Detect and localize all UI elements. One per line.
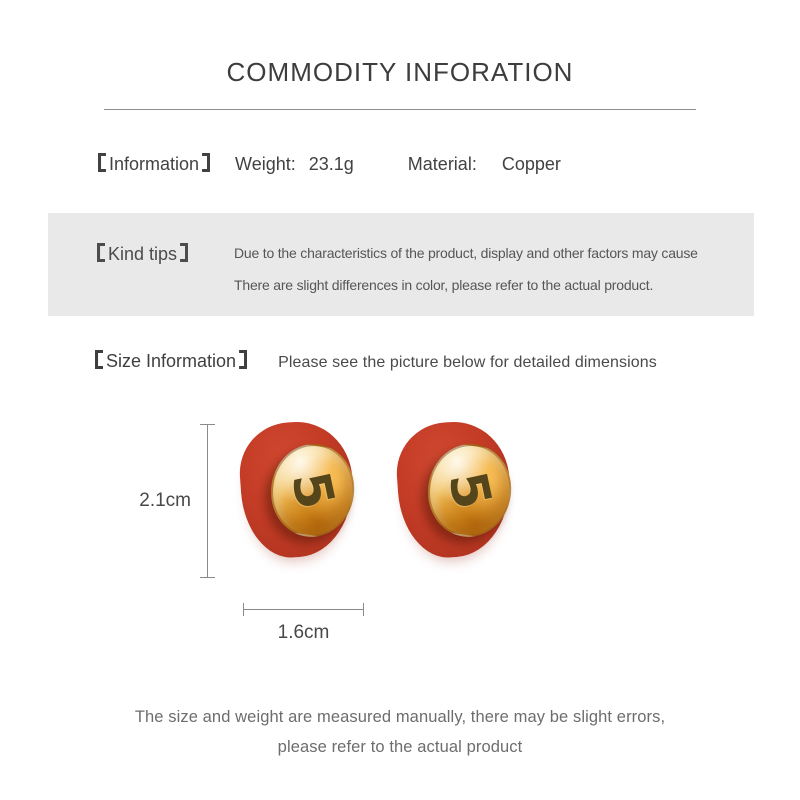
earring-red-body: 5 (236, 418, 361, 561)
earring-numeral: 5 (436, 466, 503, 515)
dimension-line (207, 424, 208, 578)
width-dimension-line (243, 603, 364, 616)
earring-left-image: 5 (236, 418, 361, 561)
kind-tips-label: Kind tips (94, 243, 191, 265)
width-dimension-label: 1.6cm (277, 622, 330, 643)
right-lenticular-bracket-icon (239, 350, 248, 369)
right-lenticular-bracket-icon (180, 243, 189, 262)
weight-value: 23.1g (308, 153, 354, 174)
footer-line-2: please refer to the actual product (277, 738, 523, 756)
footer-line-1: The size and weight are measured manuall… (134, 708, 666, 726)
kind-tips-line-1: Due to the characteristics of the produc… (234, 245, 698, 261)
left-lenticular-bracket-icon (97, 243, 105, 262)
size-information-text: Please see the picture below for detaile… (278, 354, 657, 371)
height-dimension-label: 2.1cm (139, 490, 191, 511)
dimension-line (243, 609, 364, 610)
left-lenticular-bracket-icon (98, 153, 106, 172)
dimension-cap (200, 577, 215, 578)
material-label: Material: (407, 153, 477, 174)
footer-note: The size and weight are measured manuall… (0, 702, 800, 762)
earring-gold-disc: 5 (265, 438, 361, 543)
kind-tips-line-2: There are slight differences in color, p… (234, 277, 654, 293)
kind-tips-text: Due to the characteristics of the produc… (234, 237, 698, 301)
page-title: COMMODITY INFORATION (226, 57, 574, 87)
information-label: Information (95, 153, 213, 175)
size-information-label-text: Size Information (106, 351, 237, 371)
size-information-section: Size Information Please see the picture … (92, 350, 657, 372)
weight-label: Weight: (235, 153, 296, 174)
earring-red-body: 5 (393, 418, 518, 561)
earring-gold-disc: 5 (422, 438, 518, 543)
information-section: Information Weight: 23.1g Material: Copp… (95, 151, 561, 177)
height-dimension-line (200, 424, 215, 578)
size-information-label: Size Information (92, 350, 250, 372)
earring-right-image: 5 (393, 418, 518, 561)
right-lenticular-bracket-icon (202, 153, 211, 172)
kind-tips-box: Kind tips Due to the characteristics of … (48, 213, 754, 316)
earring-numeral: 5 (279, 466, 346, 515)
kind-tips-label-text: Kind tips (108, 244, 178, 264)
dimension-cap (363, 603, 364, 616)
left-lenticular-bracket-icon (95, 350, 103, 369)
information-label-text: Information (109, 154, 200, 174)
material-value: Copper (501, 153, 561, 174)
title-divider (104, 109, 696, 110)
